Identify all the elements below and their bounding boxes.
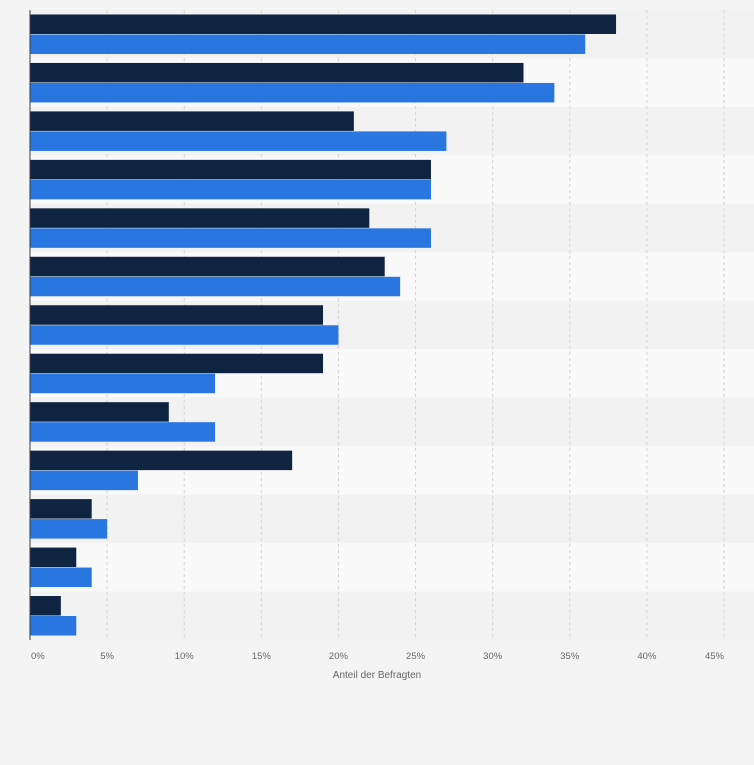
bar-series-2 (30, 131, 447, 151)
bar-series-2 (30, 422, 216, 442)
x-tick-label: 30% (483, 651, 503, 662)
bar-series-2 (30, 276, 401, 297)
bar-series-1 (30, 353, 324, 374)
x-tick-label: 25% (406, 651, 426, 662)
bar-series-1 (30, 402, 169, 422)
bar-series-2 (30, 519, 108, 539)
bar-series-2 (30, 373, 216, 394)
bars (30, 14, 617, 636)
bar-series-1 (30, 62, 524, 83)
row-band (30, 591, 754, 640)
x-tick-label: 15% (252, 651, 272, 662)
bar-series-2 (30, 82, 555, 103)
bar-series-1 (30, 208, 370, 228)
bar-series-2 (30, 567, 92, 588)
bar-series-2 (30, 616, 77, 636)
bar-series-2 (30, 179, 431, 200)
bar-series-1 (30, 499, 92, 519)
x-axis-title: Anteil der Befragten (333, 670, 421, 681)
x-tick-label: 20% (329, 651, 349, 662)
bar-series-2 (30, 228, 431, 248)
row-bands (30, 10, 754, 640)
bar-series-1 (30, 547, 77, 568)
bar-series-1 (30, 305, 324, 325)
bar-series-1 (30, 14, 617, 34)
bar-series-2 (30, 470, 138, 491)
bar-series-1 (30, 256, 385, 277)
x-tick-label: 0% (31, 651, 45, 662)
x-tick-label: 10% (175, 651, 195, 662)
bar-series-1 (30, 596, 61, 616)
bar-series-2 (30, 34, 586, 54)
gridlines (106, 10, 725, 640)
x-tick-label: 5% (100, 651, 114, 662)
x-tick-label: 40% (637, 651, 657, 662)
row-band (30, 543, 754, 592)
bar-series-1 (30, 111, 354, 131)
x-tick-label: 45% (705, 651, 725, 662)
bar-series-2 (30, 325, 339, 345)
bar-series-1 (30, 450, 293, 471)
x-tick-label: 35% (560, 651, 580, 662)
bar-series-1 (30, 159, 431, 180)
x-axis-ticks: 0% 5% 10% 15% 20% 25% 30% 35% 40% 45% (31, 651, 725, 662)
row-band (30, 494, 754, 544)
